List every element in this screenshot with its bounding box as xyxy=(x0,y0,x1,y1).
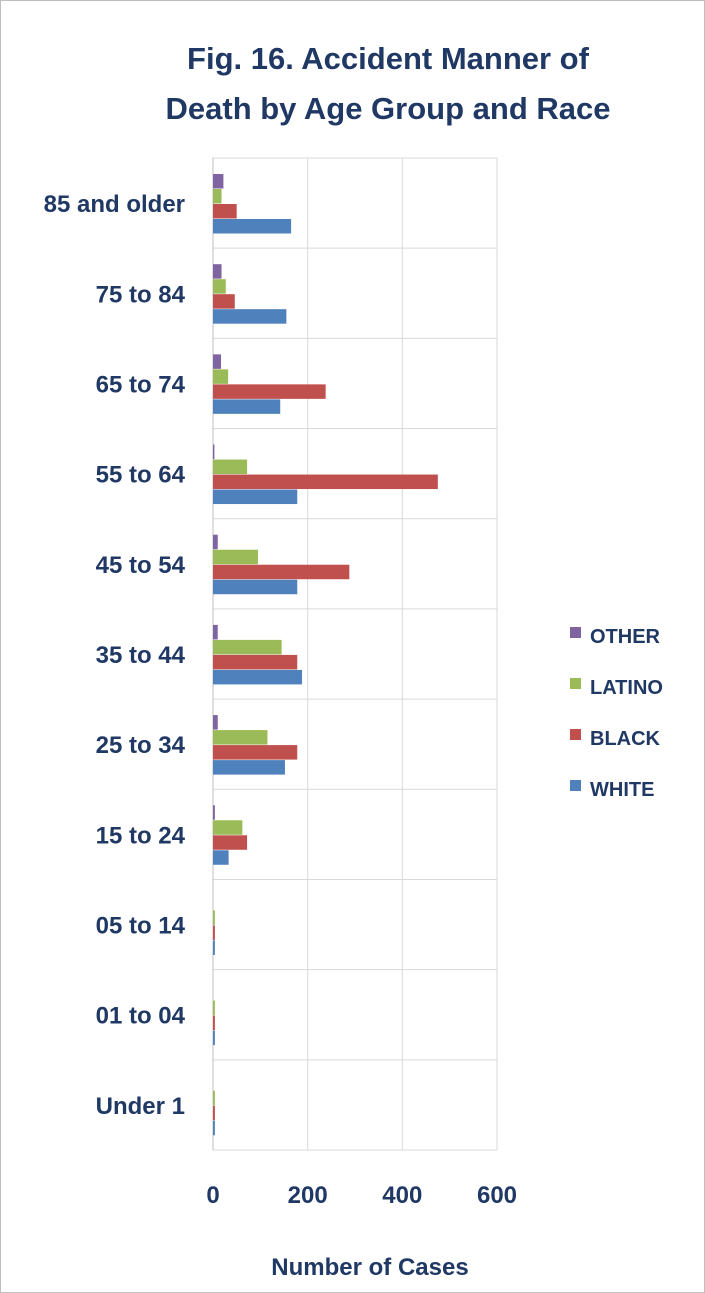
bar-white-55-to-64 xyxy=(213,489,298,505)
legend-label-white: WHITE xyxy=(590,779,654,801)
category-label-01-to-04: 01 to 04 xyxy=(96,1003,186,1030)
legend-swatch-other xyxy=(570,627,581,638)
bar-other-85-and-older xyxy=(213,174,224,189)
bar-black-45-to-54 xyxy=(213,564,350,580)
bar-latino-under-1 xyxy=(213,1090,215,1106)
x-tick-label: 0 xyxy=(206,1182,219,1209)
legend-swatch-black xyxy=(570,729,581,740)
bar-other-25-to-34 xyxy=(213,715,218,730)
bar-black-75-to-84 xyxy=(213,294,235,309)
category-label-65-to-74: 65 to 74 xyxy=(96,371,186,398)
bar-white-25-to-34 xyxy=(213,760,285,775)
bar-white-65-to-74 xyxy=(213,399,281,414)
bar-black-55-to-64 xyxy=(213,474,438,490)
bar-white-05-to-14 xyxy=(213,940,215,955)
bar-other-45-to-54 xyxy=(213,534,218,550)
bar-white-01-to-04 xyxy=(213,1030,215,1046)
category-label-85-and-older: 85 and older xyxy=(44,191,185,218)
category-label-15-to-24: 15 to 24 xyxy=(96,822,186,849)
bar-black-25-to-34 xyxy=(213,745,298,760)
x-tick-label: 600 xyxy=(477,1182,517,1209)
legend-label-latino: LATINO xyxy=(590,677,663,699)
bar-white-75-to-84 xyxy=(213,309,287,324)
bar-other-15-to-24 xyxy=(213,805,215,820)
bar-latino-35-to-44 xyxy=(213,639,282,655)
x-tick-label: 200 xyxy=(288,1182,328,1209)
category-label-under-1: Under 1 xyxy=(96,1093,185,1120)
category-label-05-to-14: 05 to 14 xyxy=(96,913,186,940)
bar-other-55-to-64 xyxy=(213,444,215,460)
bar-white-45-to-54 xyxy=(213,579,298,595)
bar-latino-55-to-64 xyxy=(213,459,248,475)
bar-other-35-to-44 xyxy=(213,624,218,640)
category-label-25-to-34: 25 to 34 xyxy=(96,732,186,759)
legend-label-black: BLACK xyxy=(590,728,661,750)
bar-latino-85-and-older xyxy=(213,189,222,204)
chart-title-line-2: Death by Age Group and Race xyxy=(165,91,611,126)
category-label-35-to-44: 35 to 44 xyxy=(96,642,186,669)
bar-black-85-and-older xyxy=(213,204,237,219)
bar-other-65-to-74 xyxy=(213,354,222,369)
bar-latino-25-to-34 xyxy=(213,730,268,745)
bar-white-15-to-24 xyxy=(213,850,229,865)
bar-white-85-and-older xyxy=(213,219,292,234)
category-label-45-to-54: 45 to 54 xyxy=(96,552,186,579)
category-label-55-to-64: 55 to 64 xyxy=(96,462,186,489)
bar-latino-05-to-14 xyxy=(213,910,215,925)
bar-latino-15-to-24 xyxy=(213,820,243,835)
category-label-75-to-84: 75 to 84 xyxy=(96,281,186,308)
x-axis-title: Number of Cases xyxy=(271,1254,468,1281)
bar-white-35-to-44 xyxy=(213,669,302,685)
bar-latino-65-to-74 xyxy=(213,369,229,384)
chart-title-line-1: Fig. 16. Accident Manner of xyxy=(187,41,589,76)
bar-latino-45-to-54 xyxy=(213,549,258,565)
legend-label-other: OTHER xyxy=(590,626,661,648)
bar-black-01-to-04 xyxy=(213,1015,215,1031)
bar-other-75-to-84 xyxy=(213,264,222,279)
bar-latino-75-to-84 xyxy=(213,279,226,294)
bar-black-under-1 xyxy=(213,1105,215,1121)
legend-swatch-white xyxy=(570,780,581,791)
bar-black-35-to-44 xyxy=(213,654,298,670)
x-tick-label: 400 xyxy=(382,1182,422,1209)
bar-black-65-to-74 xyxy=(213,384,326,399)
bar-white-under-1 xyxy=(213,1120,215,1136)
bar-latino-01-to-04 xyxy=(213,1000,215,1016)
legend-swatch-latino xyxy=(570,678,581,689)
chart-title: Fig. 16. Accident Manner of Death by Age… xyxy=(0,34,705,134)
bar-black-05-to-14 xyxy=(213,925,215,940)
bar-black-15-to-24 xyxy=(213,835,248,850)
